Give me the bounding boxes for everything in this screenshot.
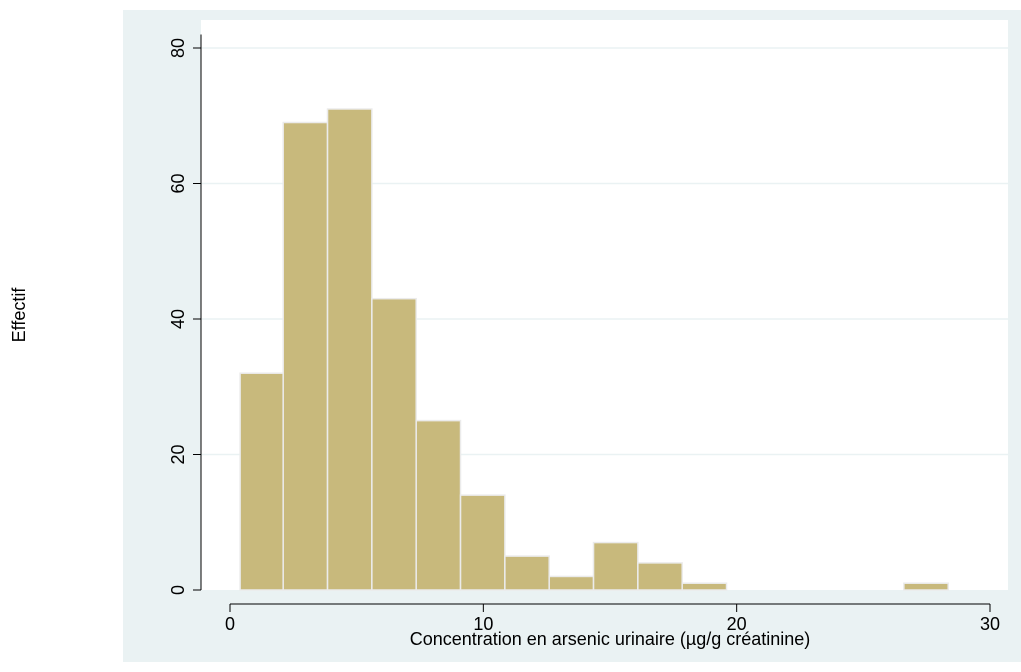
histogram-bars [239, 108, 949, 591]
histogram-bar [459, 494, 506, 591]
y-tick-label: 60 [168, 173, 188, 193]
y-tick-label: 80 [168, 38, 188, 58]
histogram-bar [903, 582, 949, 591]
histogram-bar [504, 555, 550, 591]
histogram-bar [637, 562, 683, 591]
histogram-bar [326, 108, 373, 591]
histogram-bar [371, 297, 417, 591]
axes [200, 34, 990, 605]
x-tick-label: 20 [727, 614, 747, 634]
histogram-bar [415, 419, 462, 591]
histogram-bar [239, 372, 284, 591]
y-tick-label: 20 [168, 444, 188, 464]
y-tick-label: 40 [168, 309, 188, 329]
y-tick-label: 0 [168, 585, 188, 595]
x-axis-title: Concentration en arsenic urinaire (µg/g … [410, 629, 811, 649]
x-tick-label: 10 [473, 614, 493, 634]
histogram-bar [548, 575, 595, 591]
histogram-bar [681, 582, 728, 591]
tick-labels: 0 20 40 60 80 0 10 20 30 [168, 38, 1000, 634]
x-tick-label: 30 [980, 614, 1000, 634]
x-tick-label: 0 [225, 614, 235, 634]
histogram-bar [592, 541, 639, 591]
y-axis-title: Effectif [9, 287, 29, 343]
histogram-bar [282, 121, 329, 591]
